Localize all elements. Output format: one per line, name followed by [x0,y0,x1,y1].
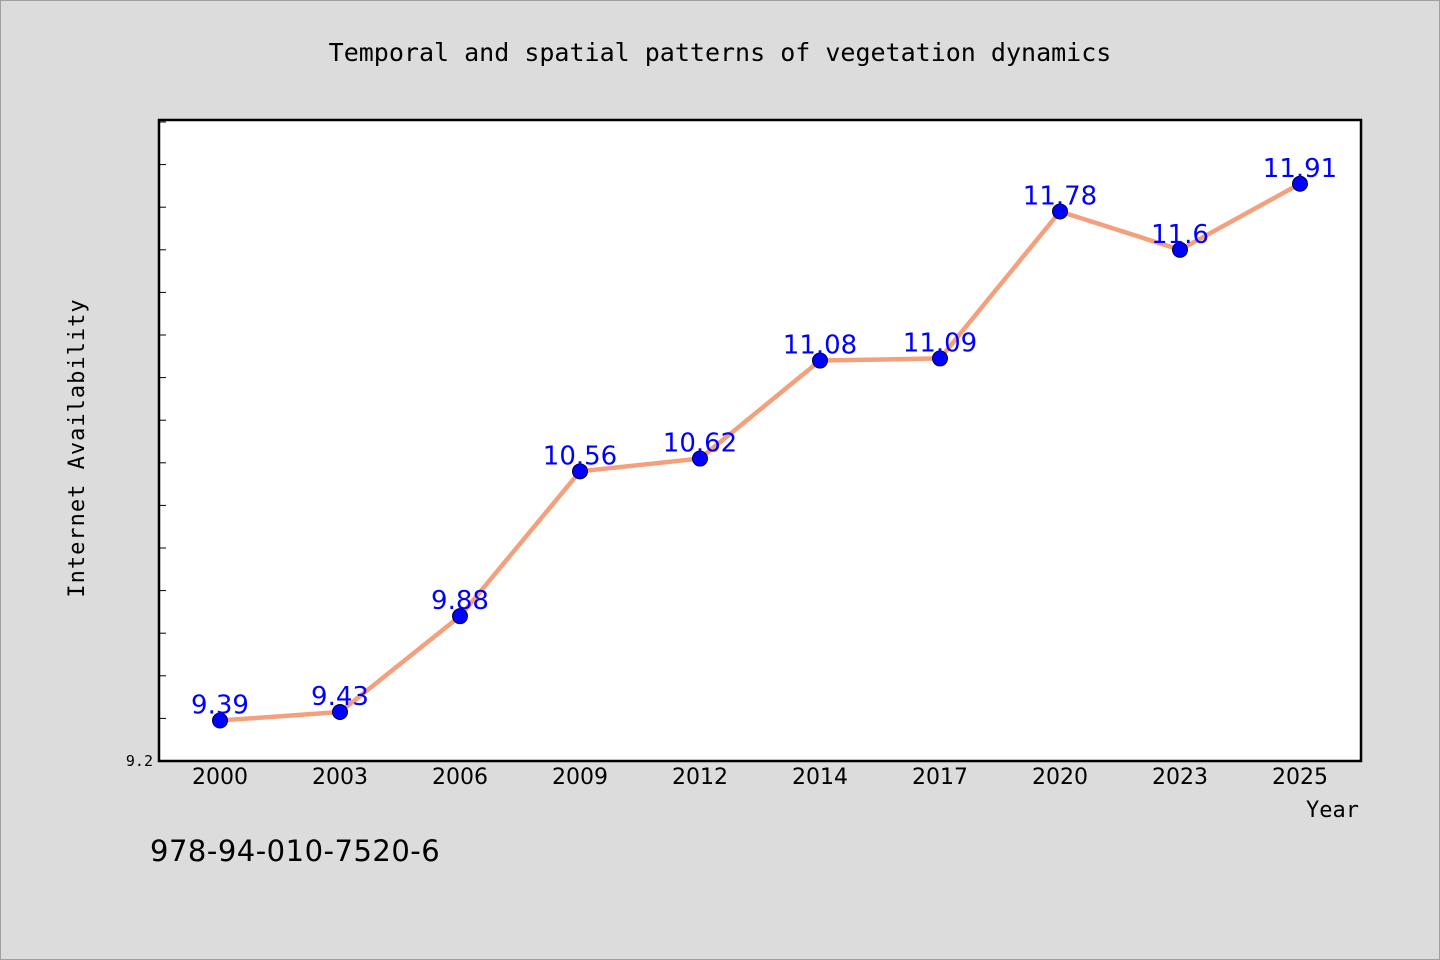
data-label: 10.62 [663,429,737,459]
x-tick-label: 2017 [912,765,968,790]
x-axis-label: Year [1306,798,1359,823]
data-point [812,352,828,369]
x-tick-label: 2012 [672,765,728,790]
data-point [332,704,348,721]
y-axis-label: Internet Availability [65,298,90,597]
y-tick-label: 9.2 [126,752,153,770]
footer-code: 978-94-010-7520-6 [150,834,441,868]
data-label: 11.78 [1023,181,1097,211]
x-tick-label: 2006 [432,765,488,790]
data-label: 9.88 [431,586,489,616]
data-point [1052,203,1068,220]
data-point [692,450,708,467]
x-tick-label: 2000 [192,765,248,790]
data-point [452,608,468,625]
series-layer: 9.39 9.43 9.88 10.56 10.62 11.08 11.09 11.78 11.… [191,154,1337,729]
chart-title: Temporal and spatial patterns of vegetat… [329,38,1112,67]
x-tick-label: 2014 [792,765,848,790]
data-label: 11.6 [1151,220,1209,250]
data-label: 11.91 [1263,154,1337,184]
series-line [217,181,1303,723]
data-point [932,350,948,367]
x-tick-label: 2003 [312,765,368,790]
data-label: 10.56 [543,441,617,471]
x-tick-label: 2009 [552,765,608,790]
y-axis-ticks: 9.2 [126,121,166,770]
data-point [1292,175,1308,192]
plot-area [157,118,1363,763]
data-point [572,463,588,480]
data-point [1172,241,1188,258]
data-label: 11.08 [783,331,857,361]
data-label: 11.09 [903,328,977,358]
x-tick-label: 2025 [1272,765,1328,790]
x-tick-label: 2020 [1032,765,1088,790]
data-point [212,712,228,729]
data-label: 9.43 [311,682,369,712]
data-label: 9.39 [191,691,249,721]
x-tick-label: 2023 [1152,765,1208,790]
x-axis-ticks: 2000 2003 2006 2009 2012 2014 2017 2020 2023 2025 [192,765,1328,790]
